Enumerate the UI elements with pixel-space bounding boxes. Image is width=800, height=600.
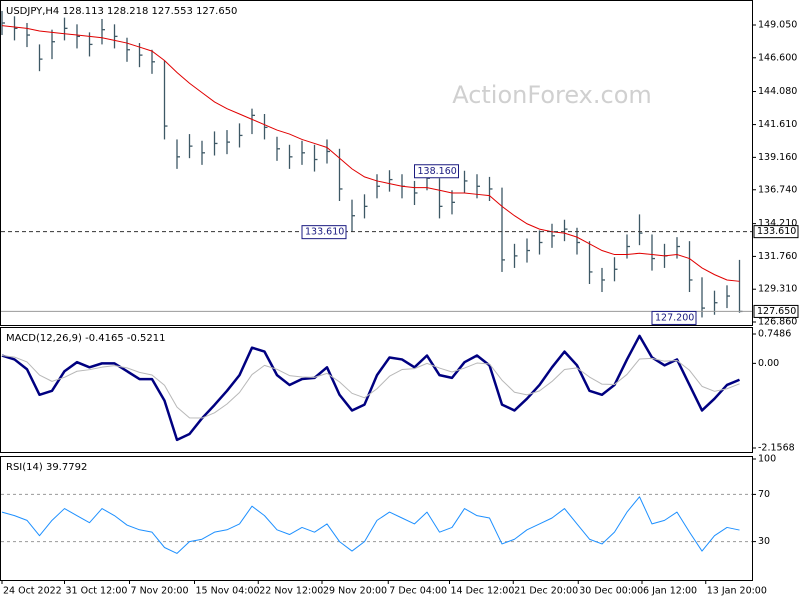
y-tick-label: 30	[758, 536, 770, 547]
level-label: 127.650	[757, 306, 796, 317]
y-tick-label: 0.00	[758, 358, 779, 369]
moving-average	[1, 25, 740, 282]
y-tick-label: 129.310	[758, 284, 797, 295]
y-tick-label: 131.760	[758, 251, 797, 262]
panel	[0, 0, 753, 326]
y-tick-label: 0.7486	[758, 329, 791, 340]
x-tick-label: 7 Dec 04:00	[389, 586, 447, 597]
panel-title: MACD(12,26,9) -0.4165 -0.5211	[6, 333, 166, 344]
panel	[0, 456, 753, 581]
x-tick-label: 6 Jan 12:00	[643, 586, 697, 597]
y-tick-label: 139.160	[758, 152, 797, 163]
series-line	[1, 355, 740, 419]
y-tick-label: 149.050	[758, 19, 797, 30]
x-tick-label: 7 Nov 20:00	[131, 586, 189, 597]
level-box	[753, 225, 799, 239]
x-tick-label: 24 Oct 2022	[3, 586, 62, 597]
y-tick-label: 100	[758, 454, 776, 465]
callout-label: 138.160	[418, 166, 457, 177]
y-tick-label: 146.600	[758, 52, 797, 63]
callout-label: 127.200	[655, 312, 694, 323]
y-tick-label: 70	[758, 489, 770, 500]
series-line	[1, 496, 740, 554]
x-tick-label: 22 Nov 12:00	[259, 586, 323, 597]
level-box	[753, 304, 799, 318]
x-tick-label: 30 Dec 00:00	[579, 586, 643, 597]
y-tick-label: -2.1568	[758, 443, 795, 454]
x-tick-label: 29 Nov 20:00	[323, 586, 387, 597]
callout-box	[414, 164, 459, 179]
watermark: ActionForex.com	[452, 81, 652, 109]
x-tick-label: 31 Oct 12:00	[66, 586, 128, 597]
level-label: 133.610	[757, 226, 796, 237]
panel-title: RSI(14) 39.7792	[6, 462, 87, 473]
panel	[0, 327, 753, 453]
callout-box	[651, 310, 697, 325]
y-tick-label: 134.210	[758, 218, 797, 229]
panel-title: USDJPY,H4 128.113 128.218 127.553 127.65…	[6, 6, 237, 17]
x-tick-label: 14 Dec 12:00	[451, 586, 515, 597]
callout-label: 133.610	[305, 227, 344, 238]
y-tick-label: 141.610	[758, 119, 797, 130]
x-tick-label: 13 Jan 20:00	[707, 586, 767, 597]
x-tick-label: 15 Nov 04:00	[196, 586, 260, 597]
x-tick-label: 21 Dec 20:00	[514, 586, 578, 597]
series-line	[1, 334, 740, 442]
y-tick-label: 144.080	[758, 86, 797, 97]
y-tick-label: 136.740	[758, 184, 797, 195]
y-tick-label: 126.860	[758, 317, 797, 328]
callout-box	[301, 225, 347, 240]
